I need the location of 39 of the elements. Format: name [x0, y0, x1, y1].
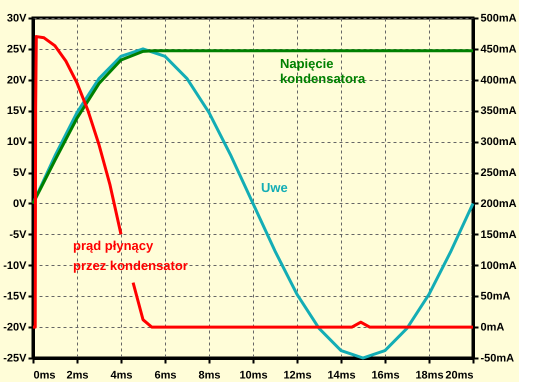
x-tick-label: 14ms	[327, 370, 356, 382]
series-label: Uwe	[261, 180, 288, 195]
y2-tick-label: 400mA	[480, 74, 517, 86]
x-tick-label: 20ms	[445, 370, 474, 382]
x-tick-label: 12ms	[283, 370, 312, 382]
y2-tick-label: 0mA	[480, 322, 504, 334]
x-tick-label: 18ms	[415, 370, 444, 382]
x-tick-label: 6ms	[154, 370, 177, 382]
y-tick-label: -5V	[9, 228, 28, 241]
y-tick-label: 30V	[6, 12, 28, 24]
x-tick-label: 16ms	[371, 370, 400, 382]
y-tick-label: 10V	[6, 136, 28, 148]
x-tick-label: 2ms	[66, 370, 89, 382]
y-tick-label: -20V	[3, 322, 28, 334]
y2-tick-label: 200mA	[480, 198, 517, 210]
line-series	[32, 49, 474, 205]
y-tick-label: -10V	[3, 260, 28, 272]
series-label: Napięcie kondensatora	[280, 56, 366, 86]
y-tick-label: -15V	[3, 290, 28, 303]
y-tick-label: -25V	[3, 352, 28, 364]
x-tick-label: 8ms	[198, 370, 221, 382]
y-tick-label: 0V	[13, 198, 28, 210]
y-tick-label: 5V	[13, 167, 28, 180]
y2-tick-label: 350mA	[480, 105, 517, 118]
series-label: prąd płynący przez kondensator	[73, 238, 188, 273]
y2-tick-label: -50mA	[480, 352, 514, 364]
x-tick-label: 0ms	[34, 370, 56, 382]
y-tick-label: 20V	[6, 74, 28, 86]
y2-tick-label: 50mA	[480, 290, 511, 303]
x-tick-label: 10ms	[239, 370, 268, 382]
y-tick-label: 25V	[6, 43, 28, 56]
y2-tick-label: 450mA	[480, 43, 517, 56]
y2-tick-label: 500mA	[480, 12, 517, 24]
y-tick-label: 15V	[6, 105, 28, 118]
y2-tick-label: 150mA	[480, 228, 517, 241]
y2-tick-label: 300mA	[480, 136, 517, 148]
x-tick-label: 4ms	[110, 370, 133, 382]
y2-tick-label: 100mA	[480, 260, 517, 272]
y2-tick-label: 250mA	[480, 167, 517, 180]
